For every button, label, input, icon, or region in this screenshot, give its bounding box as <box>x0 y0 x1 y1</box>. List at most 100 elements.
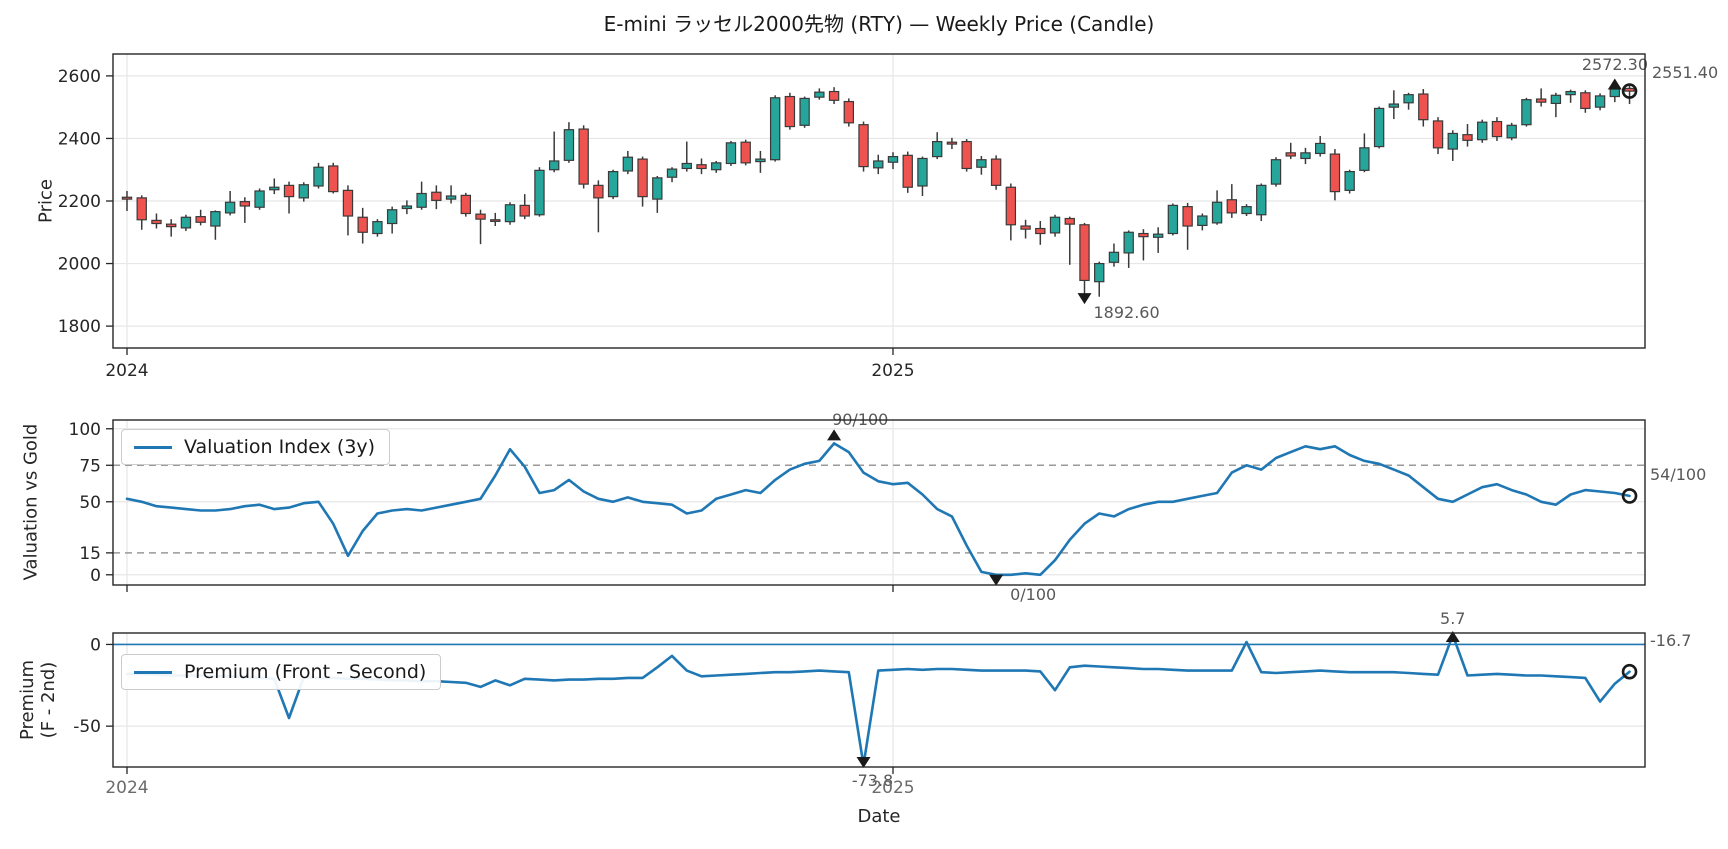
candle-up <box>1388 103 1400 108</box>
y-tick-label: 1800 <box>58 317 101 337</box>
panel-border <box>112 632 1646 768</box>
candle-up <box>607 171 619 198</box>
candle-down <box>475 213 486 220</box>
candle-down <box>858 124 869 168</box>
valuation-max-marker <box>827 429 842 441</box>
candle-down <box>342 189 354 217</box>
candle-up <box>1211 201 1223 224</box>
candle-up <box>534 169 545 216</box>
candle-up <box>1167 204 1179 235</box>
candle-up <box>814 91 825 98</box>
valuation-min-annotation: 0/100 <box>1010 585 1056 604</box>
candle-down <box>328 165 339 193</box>
candle-down <box>902 154 913 188</box>
candle-down <box>151 219 162 225</box>
candle-up <box>681 162 692 170</box>
candle-up <box>1049 216 1061 234</box>
x-tick-label: 2024 <box>105 778 148 798</box>
x-axis-label: Date <box>857 806 901 827</box>
candle-up <box>1123 231 1134 254</box>
y-tick-label: 100 <box>69 420 101 440</box>
premium-axis-label: Premium (F - 2nd) <box>17 660 59 740</box>
candle-down <box>357 216 368 233</box>
candle-up <box>931 140 943 158</box>
candle-up <box>298 184 309 199</box>
last-close-annotation: 2551.40 <box>1652 63 1718 82</box>
chart-title: E-mini ラッセル2000先物 (RTY) — Weekly Price (… <box>603 12 1155 36</box>
candle-up <box>210 211 221 227</box>
candle-down <box>578 128 589 185</box>
premium-max-annotation: 5.7 <box>1440 609 1465 628</box>
candle-up <box>1359 147 1370 171</box>
candle-down <box>1418 93 1429 121</box>
candle-up <box>1550 94 1562 105</box>
candle-up <box>1344 171 1355 191</box>
candle-down <box>1226 199 1238 214</box>
candle-down <box>1491 120 1503 138</box>
valuation-min-marker <box>989 574 1004 586</box>
candle-up <box>1609 88 1621 98</box>
candle-up <box>666 168 678 178</box>
candle-down <box>1138 232 1149 238</box>
candle-up <box>622 156 634 172</box>
price-axis-label: Price <box>35 179 57 223</box>
candle-up <box>254 190 265 208</box>
candle-down <box>637 158 648 198</box>
candle-down <box>1535 98 1547 103</box>
valuation-last-marker <box>1621 488 1638 504</box>
candle-up <box>1094 262 1105 283</box>
valuation-line <box>125 442 1631 577</box>
last-close-marker <box>1621 83 1638 99</box>
candle-up <box>769 97 781 161</box>
y-tick-label: 2000 <box>58 255 101 275</box>
candle-up <box>504 204 516 223</box>
premium-min-marker <box>856 757 871 768</box>
candle-up <box>976 159 987 168</box>
candle-up <box>1373 107 1385 148</box>
y-tick-label: 2200 <box>58 192 101 212</box>
candle-down <box>490 219 501 222</box>
candles <box>121 84 1635 298</box>
candle-up <box>563 129 575 161</box>
candle-up <box>725 142 737 165</box>
low-annotation: 1892.60 <box>1094 303 1160 322</box>
candle-down <box>1580 92 1591 110</box>
candle-up <box>313 166 324 187</box>
candle-down <box>239 201 251 207</box>
panel-price: 1892.60 2572.30 2551.40 2600 2400 2200 2000 180… <box>58 53 1718 381</box>
candle-up <box>180 216 192 229</box>
candle-up <box>224 201 236 214</box>
candle-up <box>1403 94 1414 104</box>
candle-down <box>828 90 840 101</box>
y-tick-label: -50 <box>73 717 101 737</box>
candle-down <box>165 223 177 228</box>
low-marker <box>1077 293 1092 305</box>
panel-border <box>112 419 1646 586</box>
y-tick-label: 2600 <box>58 67 101 87</box>
premium-legend-line-sample <box>134 670 172 674</box>
candle-down <box>1079 224 1090 282</box>
candle-up <box>1477 121 1488 141</box>
candle-up <box>1270 159 1282 185</box>
candle-down <box>1064 217 1075 225</box>
candle-up <box>372 221 383 235</box>
candle-down <box>1329 153 1341 193</box>
candle-down <box>946 141 958 145</box>
candle-up <box>269 186 280 191</box>
premium-legend: Premium (Front - Second) <box>121 654 442 690</box>
y-tick-label: 0 <box>90 566 101 586</box>
candle-down <box>283 184 295 198</box>
candle-down <box>460 194 472 215</box>
candle-down <box>195 216 206 223</box>
candle-up <box>1594 95 1606 108</box>
candle-down <box>519 204 530 217</box>
candle-up <box>445 195 457 200</box>
candle-down <box>121 196 133 200</box>
candle-down <box>843 100 855 124</box>
candle-down <box>431 191 442 201</box>
candle-up <box>873 160 884 169</box>
candle-up <box>1314 142 1326 155</box>
